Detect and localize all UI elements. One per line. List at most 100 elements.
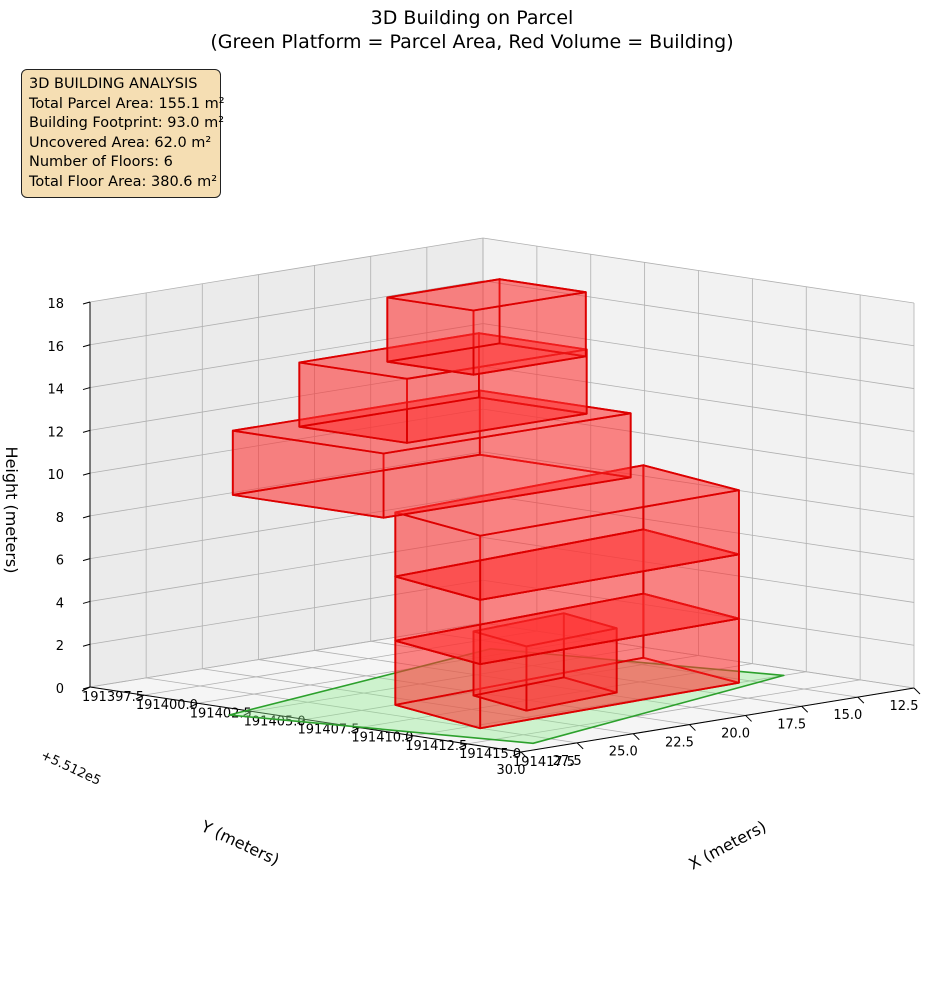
z-tick-mark xyxy=(82,344,91,348)
grid-z-wall-y xyxy=(89,451,484,517)
grid-z-wall-x xyxy=(482,451,915,518)
x-tick-label: 191402.5 xyxy=(190,706,252,721)
x-axis-line xyxy=(520,687,915,753)
y-tick-mark xyxy=(745,715,752,722)
info-parcel-area: Total Parcel Area: 155.1 m² xyxy=(29,95,225,112)
grid-z-wall-y xyxy=(89,323,484,388)
grid-z-wall-y xyxy=(89,622,484,688)
x-tick-mark xyxy=(458,743,468,749)
grid-z-wall-x xyxy=(482,622,915,689)
x-tick-mark xyxy=(189,702,198,708)
x-tick-mark xyxy=(243,710,252,716)
y-tick-mark xyxy=(857,696,865,704)
y-tick-mark xyxy=(632,733,640,741)
grid-z-wall-x xyxy=(482,408,915,475)
axis-lines xyxy=(81,301,921,759)
grid-x-floor xyxy=(305,655,699,720)
tick-labels: 191397.5191400.0191402.5191405.0191407.5… xyxy=(47,297,918,778)
z-tick-mark xyxy=(82,301,91,305)
grid-z-wall-y xyxy=(89,237,484,303)
x-tick-mark xyxy=(405,735,414,741)
z-tick-mark xyxy=(82,387,91,391)
chart-title: 3D Building on Parcel (Green Platform = … xyxy=(0,6,944,54)
building-block-3 xyxy=(394,528,740,665)
z-tick-label: 16 xyxy=(47,340,64,355)
grid-z-wall-x xyxy=(482,494,915,561)
building-top-face xyxy=(231,389,632,455)
y-axis-label: Y (meters) xyxy=(197,816,282,869)
x-tick-label: 191415.0 xyxy=(459,747,521,762)
chart-title-line2: (Green Platform = Parcel Area, Red Volum… xyxy=(210,31,734,53)
grid-z-wall-y xyxy=(89,537,484,602)
y-tick-label: 12.5 xyxy=(890,699,919,714)
y-tick-mark xyxy=(689,724,696,731)
y-tick-label: 27.5 xyxy=(553,754,582,769)
x-tick-label: 191410.0 xyxy=(351,731,413,746)
grid-z-wall-y xyxy=(89,408,484,474)
grid-x-floor xyxy=(251,646,645,712)
plot-geometry xyxy=(228,278,785,745)
grid-z-wall-y xyxy=(89,579,484,645)
grid-x-floor xyxy=(413,671,807,737)
parcel-platform xyxy=(228,647,785,745)
x-tick-label: 191412.5 xyxy=(405,739,467,754)
building-top-face xyxy=(472,612,618,648)
z-tick-mark xyxy=(82,429,91,433)
info-floors: Number of Floors: 6 xyxy=(29,154,173,170)
info-uncovered: Uncovered Area: 62.0 m² xyxy=(29,134,212,151)
grid-z-wall-x xyxy=(482,579,915,646)
building-top-face xyxy=(394,464,740,537)
y-tick-label: 20.0 xyxy=(721,726,750,741)
z-tick-label: 10 xyxy=(47,468,64,483)
z-tick-label: 4 xyxy=(56,596,64,611)
y-tick-label: 17.5 xyxy=(777,717,806,732)
grid-z-wall-x xyxy=(482,323,915,389)
info-heading: 3D BUILDING ANALYSIS xyxy=(29,76,198,92)
y-tick-label: 22.5 xyxy=(665,736,694,751)
x-axis-label: X (meters) xyxy=(685,817,769,874)
grid-x-floor xyxy=(143,630,537,696)
z-tick-mark xyxy=(82,600,91,604)
grid-z-wall-y xyxy=(89,280,484,346)
z-tick-label: 12 xyxy=(47,425,64,440)
x-tick-label: 191417.5 xyxy=(513,755,575,770)
y-tick-label: 25.0 xyxy=(609,745,638,760)
z-tick-label: 14 xyxy=(47,383,64,398)
grid-z-wall-x xyxy=(482,237,915,304)
x-tick-label: 191397.5 xyxy=(82,690,144,705)
info-floor-area: Total Floor Area: 380.6 m² xyxy=(29,173,218,190)
analysis-info-box: 3D BUILDING ANALYSIS Total Parcel Area: … xyxy=(21,69,225,198)
z-tick-label: 18 xyxy=(47,297,64,312)
grid-y-floor xyxy=(426,631,858,698)
z-tick-mark xyxy=(82,558,91,562)
z-axis-label: Height (meters) xyxy=(2,447,21,574)
z-tick-mark xyxy=(82,686,91,690)
grid-lines xyxy=(89,237,915,753)
z-tick-label: 6 xyxy=(56,554,64,569)
building-block-1 xyxy=(394,592,740,730)
y-tick-mark xyxy=(801,705,809,713)
x-tick-label: 191400.0 xyxy=(136,698,198,713)
grid-x-floor xyxy=(467,679,861,745)
z-tick-label: 2 xyxy=(56,639,64,654)
grid-y-floor xyxy=(370,640,802,707)
y-offset-text: +5.512e5 xyxy=(38,748,103,789)
z-tick-label: 8 xyxy=(56,511,64,526)
z-tick-mark xyxy=(82,472,91,476)
x-tick-mark xyxy=(512,751,522,757)
grid-z-wall-x xyxy=(482,280,915,347)
x-tick-mark xyxy=(135,694,145,700)
z-tick-mark xyxy=(82,643,91,647)
grid-z-wall-x xyxy=(482,537,915,603)
info-footprint: Building Footprint: 93.0 m² xyxy=(29,115,225,131)
grid-x-floor xyxy=(197,638,591,704)
pane-back-y xyxy=(90,238,483,687)
x-tick-mark xyxy=(351,727,360,733)
y-tick-label: 15.0 xyxy=(833,708,862,723)
building-top-face xyxy=(386,278,587,312)
grid-x-floor xyxy=(359,663,753,729)
building-block-6 xyxy=(298,332,588,444)
chart-title-line1: 3D Building on Parcel xyxy=(370,7,574,29)
building-top-face xyxy=(298,332,588,380)
z-tick-mark xyxy=(82,515,91,519)
